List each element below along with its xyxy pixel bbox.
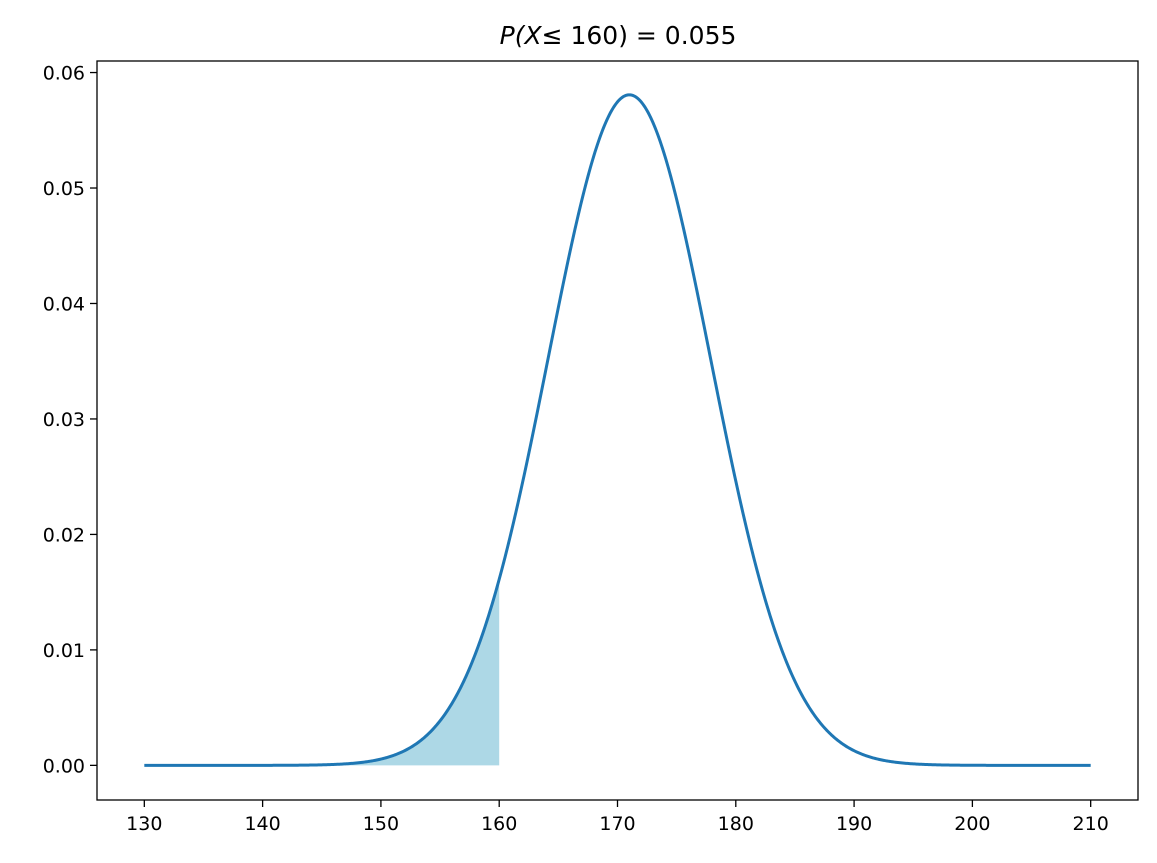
x-tick-label: 180 xyxy=(718,813,754,835)
x-tick-label: 170 xyxy=(599,813,635,835)
y-tick-label: 0.03 xyxy=(43,409,85,431)
y-tick-label: 0.01 xyxy=(43,640,85,662)
x-tick-label: 150 xyxy=(363,813,399,835)
x-tick-label: 190 xyxy=(836,813,872,835)
plot-area xyxy=(144,93,1091,767)
x-tick-label: 200 xyxy=(954,813,990,835)
density-curve xyxy=(144,93,1091,767)
axes: 130 140 150 160 170 180 190 200 210 0.00 0.01 0.02 0… xyxy=(43,60,1139,835)
x-tick-label: 160 xyxy=(481,813,517,835)
x-tick-label: 210 xyxy=(1073,813,1109,835)
y-tick-label: 0.00 xyxy=(43,755,85,777)
shaded-area xyxy=(144,579,500,766)
y-tick-label: 0.04 xyxy=(43,293,85,315)
chart-title-prefix: P(X xyxy=(500,21,543,50)
y-tick-label: 0.05 xyxy=(43,178,85,200)
x-tick-label: 130 xyxy=(126,813,162,835)
y-tick-label: 0.06 xyxy=(43,63,85,85)
chart-title-suffix: 160) = 0.055 xyxy=(563,21,737,50)
chart-title: P(X≤ 160) = 0.055 xyxy=(500,21,737,50)
plot-frame xyxy=(96,60,1139,801)
x-tick-label: 140 xyxy=(244,813,280,835)
chart-title-symbol: ≤ xyxy=(542,21,563,50)
y-tick-label: 0.02 xyxy=(43,524,85,546)
